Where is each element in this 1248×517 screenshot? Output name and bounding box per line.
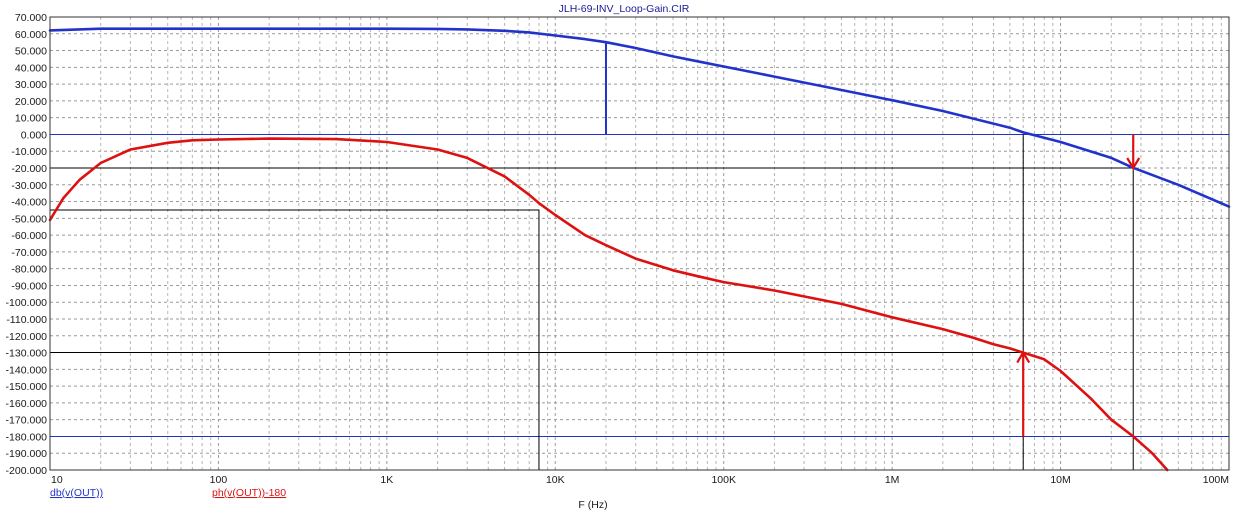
x-tick-labels: 10 100 1K 10K 100K 1M 10M 100M [51, 474, 1229, 486]
x-tick-label: 1M [885, 474, 900, 486]
chart-title: JLH-69-INV_Loop-Gain.CIR [559, 3, 690, 15]
y-tick-label: 30.000 [15, 79, 47, 91]
y-tick-label: -200.000 [6, 465, 48, 477]
y-tick-labels: 70.000 60.000 50.000 40.000 30.000 20.000 10.0… [6, 12, 48, 477]
y-tick-label: -90.000 [11, 280, 47, 292]
y-tick-label: -140.000 [6, 364, 48, 376]
y-tick-label: -20.000 [11, 163, 47, 175]
y-tick-label: -120.000 [6, 331, 48, 343]
x-axis-label: F (Hz) [578, 499, 607, 511]
x-tick-label: 10 [51, 474, 63, 486]
x-tick-label: 10M [1050, 474, 1070, 486]
y-tick-label: -100.000 [6, 297, 48, 309]
y-tick-label: 20.000 [15, 96, 47, 108]
y-tick-label: -30.000 [11, 180, 47, 192]
y-tick-label: -130.000 [6, 348, 48, 360]
x-tick-label: 1K [380, 474, 393, 486]
y-tick-label: -70.000 [11, 247, 47, 259]
series-line-1 [48, 137, 1169, 472]
x-tick-label: 100 [210, 474, 228, 486]
markers [604, 42, 1141, 437]
y-tick-label: -10.000 [11, 146, 47, 158]
y-tick-label: -170.000 [6, 415, 48, 427]
y-tick-label: 50.000 [15, 46, 47, 58]
y-tick-label: -110.000 [6, 314, 47, 326]
y-tick-label: -190.000 [6, 448, 48, 460]
series-line-0 [48, 27, 1231, 208]
y-tick-label: -180.000 [6, 431, 48, 443]
plot-frame [49, 16, 1230, 471]
y-tick-label: -60.000 [11, 230, 47, 242]
legend-db-out: db(v(OUT)) [50, 487, 103, 499]
grid [49, 16, 1229, 471]
marker-arrowhead-1 [1126, 157, 1141, 171]
x-tick-label: 100M [1203, 474, 1229, 486]
series-lines [48, 27, 1231, 472]
x-tick-label: 100K [711, 474, 736, 486]
y-tick-label: 0.000 [21, 129, 47, 141]
y-tick-label: -50.000 [11, 213, 47, 225]
marker-arrowhead-2 [1016, 350, 1031, 364]
y-tick-label: -40.000 [11, 197, 47, 209]
y-tick-label: -80.000 [11, 264, 47, 276]
x-tick-label: 10K [546, 474, 565, 486]
y-tick-label: 40.000 [15, 62, 47, 74]
y-tick-label: 10.000 [15, 113, 47, 125]
y-tick-label: -160.000 [6, 398, 48, 410]
y-tick-label: -150.000 [6, 381, 48, 393]
y-tick-label: 60.000 [15, 29, 47, 41]
legend-phase-out: ph(v(OUT))-180 [212, 487, 286, 499]
y-tick-label: 70.000 [15, 12, 47, 24]
